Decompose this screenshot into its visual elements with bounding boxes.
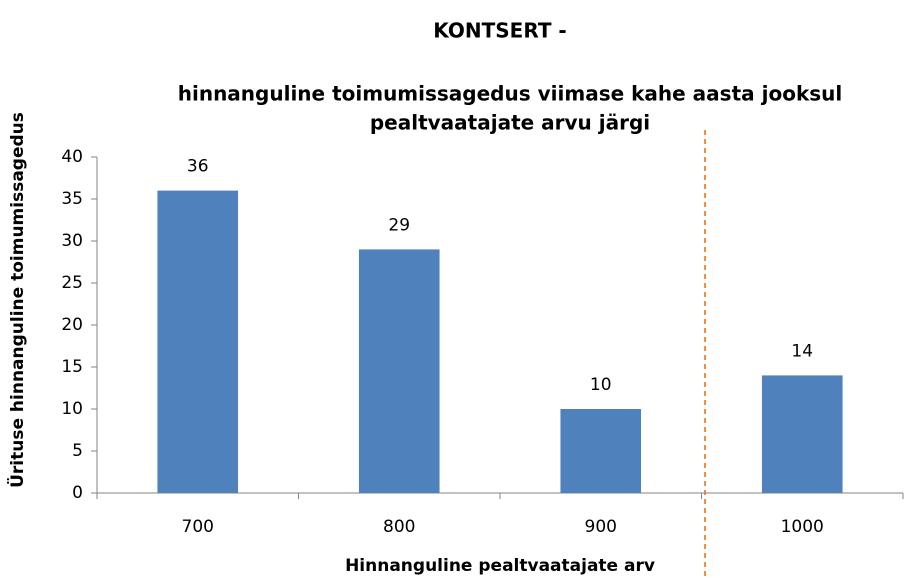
y-tick-label: 35: [61, 189, 83, 209]
bar: [560, 409, 642, 493]
y-tick-label: 25: [61, 273, 83, 293]
data-label: 29: [388, 215, 410, 235]
bar: [358, 249, 440, 493]
y-tick-label: 30: [61, 231, 83, 251]
bar: [761, 375, 843, 493]
chart-title: KONTSERT -: [433, 19, 566, 43]
data-label: 14: [791, 341, 813, 361]
x-tick-label: 700: [182, 517, 214, 537]
y-axis-title: Ürituse hinnanguline toimumissagedus: [6, 112, 28, 488]
y-tick-label: 5: [72, 441, 83, 461]
chart-subtitle: pealtvaatajate arvu järgi: [370, 111, 650, 135]
bar: [157, 190, 239, 493]
data-label: 10: [590, 375, 612, 395]
y-tick-label: 20: [61, 315, 83, 335]
x-tick-label: 1000: [781, 517, 824, 537]
chart-subtitle: hinnanguline toimumissagedus viimase kah…: [178, 82, 843, 106]
data-label: 36: [187, 157, 209, 177]
y-tick-label: 10: [61, 399, 83, 419]
y-tick-label: 15: [61, 357, 83, 377]
y-tick-label: 0: [72, 483, 83, 503]
x-tick-label: 900: [585, 517, 617, 537]
x-axis-title: Hinnanguline pealtvaatajate arv: [345, 556, 655, 576]
x-tick-label: 800: [383, 517, 415, 537]
y-tick-label: 40: [61, 147, 83, 167]
